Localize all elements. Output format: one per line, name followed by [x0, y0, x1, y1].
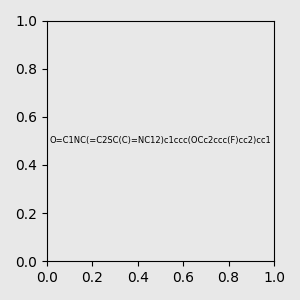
- Text: O=C1NC(=C2SC(C)=NC12)c1ccc(OCc2ccc(F)cc2)cc1: O=C1NC(=C2SC(C)=NC12)c1ccc(OCc2ccc(F)cc2…: [50, 136, 271, 146]
